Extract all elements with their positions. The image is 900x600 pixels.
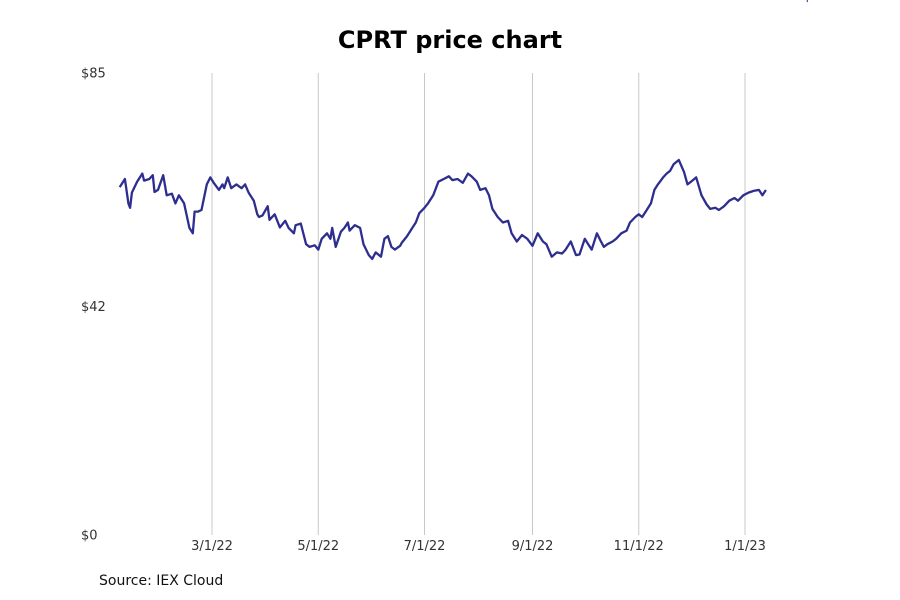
x-tick-label: 5/1/22: [297, 539, 339, 554]
y-tick-label: $0: [81, 529, 98, 544]
gridlines: [211, 73, 746, 535]
x-axis-ticks: 3/1/22 5/1/22 7/1/22 9/1/22 11/1/22 1/1/23: [191, 539, 766, 554]
x-tick-label: 9/1/22: [512, 539, 554, 554]
chart-title: CPRT price chart: [337, 26, 563, 54]
y-tick-label: $85: [81, 67, 106, 82]
source-note: Source: IEX Cloud: [99, 573, 224, 589]
last-price-label: $63.48: [803, 0, 853, 4]
x-tick-label: 1/1/23: [724, 539, 766, 554]
y-tick-label: $42: [81, 300, 106, 315]
y-axis-ticks: $0 $42 $85: [81, 67, 106, 544]
x-tick-label: 7/1/22: [404, 539, 446, 554]
x-tick-label: 11/1/22: [614, 539, 664, 554]
x-tick-label: 3/1/22: [191, 539, 233, 554]
price-series: [118, 158, 767, 261]
price-line: [118, 158, 767, 261]
